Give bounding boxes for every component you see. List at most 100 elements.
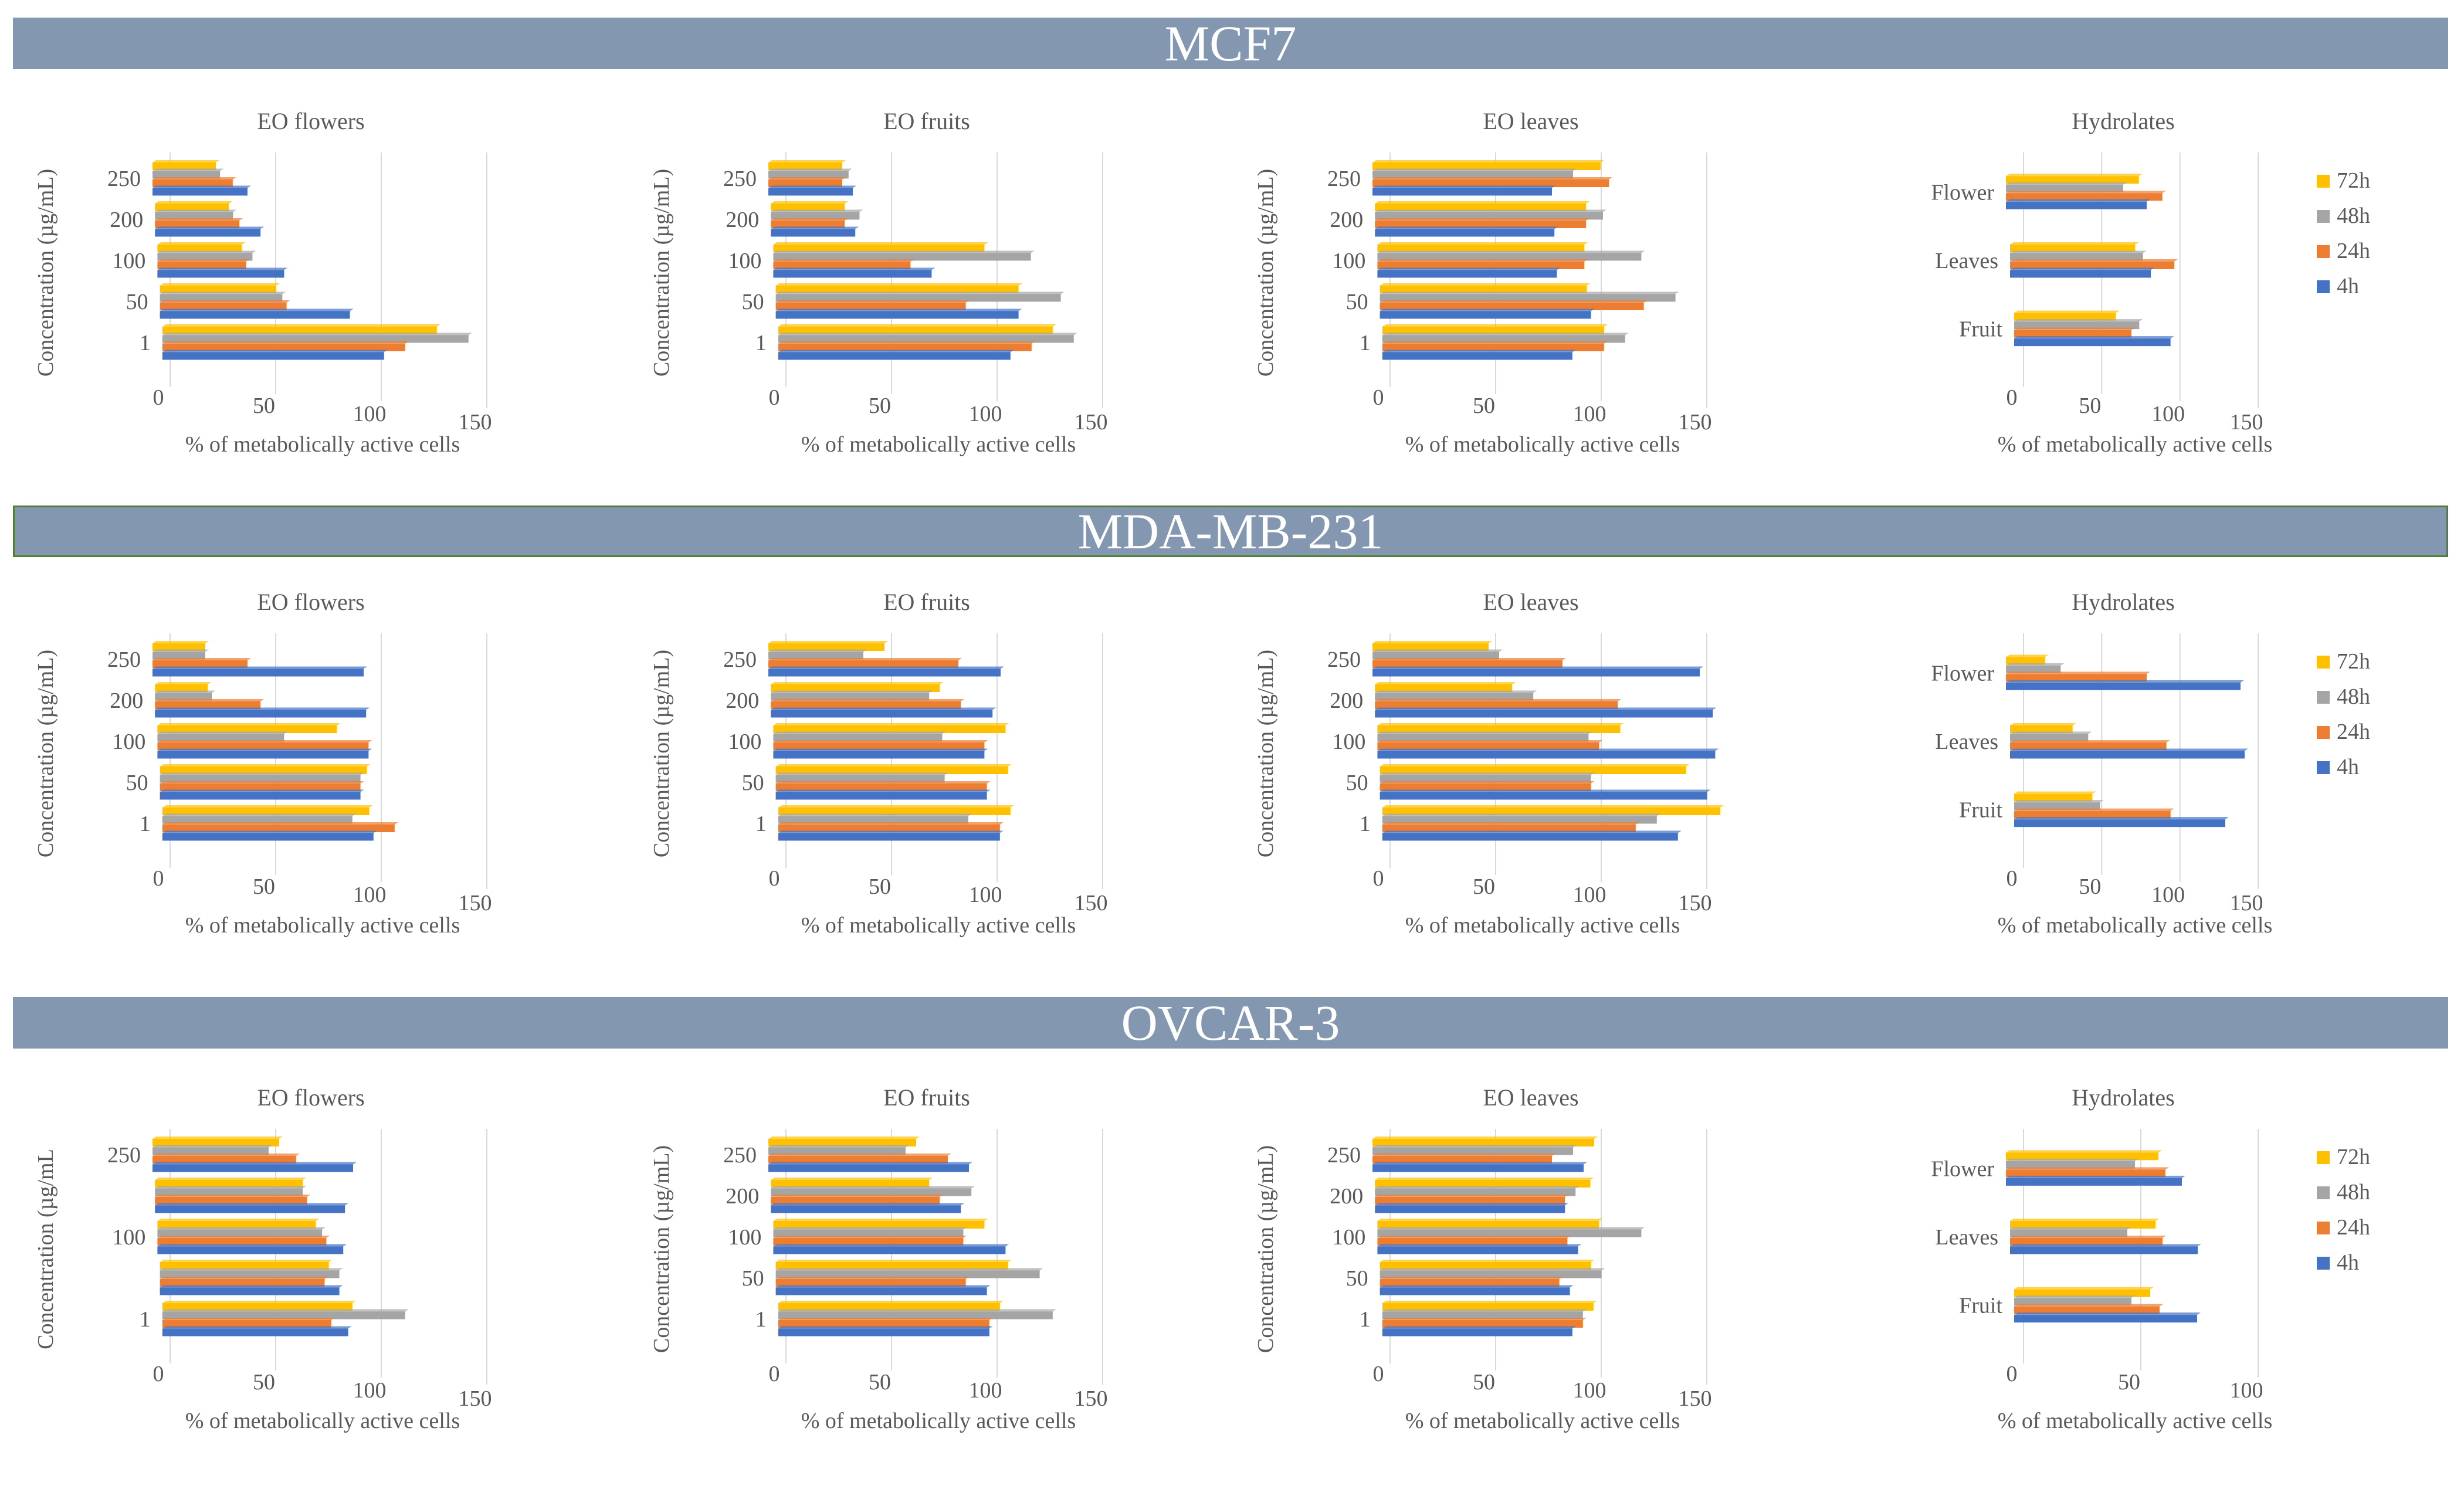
bar-24h-50 [1380,1279,1560,1287]
x-tick-label: 50 [1473,393,1495,418]
bar-72h-250 [1372,1139,1594,1146]
bar-top-face [1380,772,1595,775]
bar-top-face [771,201,849,203]
bar-48h-1 [1382,1311,1583,1319]
chart-ovcar-3-hydrolates: Hydrolates Flower Leaves Fruit 0 50 100 % of me… [1830,1064,2416,1487]
x-tick-label: 100 [1573,1378,1606,1403]
category-tick-label: 250 [1327,167,1361,191]
legend-swatch-24h [2317,1222,2330,1234]
bar-top-face [152,649,209,652]
bar-4h-1 [778,1328,989,1336]
bar-top-face [1372,160,1604,162]
bar-top-face [1380,789,1711,792]
x-axis-label: % of metabolically active cells [801,1409,1076,1433]
bar-4h-1 [1382,833,1678,841]
bar-top-face [1382,333,1629,335]
bar-top-face [1382,1309,1587,1312]
bar-4h-1 [1382,352,1572,360]
bar-top-face [771,1186,975,1189]
bar-48h-1 [162,816,353,824]
bar-top-face [1380,1260,1595,1262]
legend-label-72h: 72h [2337,1145,2370,1169]
bar-top-face [775,764,1012,766]
bar-4h-100 [157,751,369,759]
bar-top-face [1380,764,1690,766]
bar-top-face [771,1178,933,1180]
chart-svg: EO flowers 250 200 100 50 1 0 50 100 150% of meta… [33,108,492,457]
legend-label-24h: 24h [2337,1215,2370,1240]
category-tick-label: Fruit [1959,1294,2002,1318]
bar-top-face [1375,1203,1569,1206]
bar-4h-200 [771,710,993,718]
bar-top-face [2014,310,2120,313]
x-axis-label: % of metabolically active cells [1998,432,2272,457]
bar-top-face [160,291,286,294]
bar-24h-250 [1372,660,1563,668]
bar-24h-200 [1375,701,1618,709]
bar-4h-250 [152,1164,353,1172]
legend-swatch-4h [2317,280,2330,293]
category-tick-label: 200 [1330,1184,1363,1209]
legend-label-4h: 4h [2337,274,2359,298]
bar-4h-flower [2006,201,2147,209]
bar-top-face [1372,1145,1577,1148]
bar-4h-100 [773,270,932,278]
bar-top-face [2010,1219,2159,1221]
x-tick-label: 0 [1373,866,1384,891]
bar-top-face [162,1326,352,1329]
bar-48h-50 [775,775,945,783]
bar-top-face [2006,1158,2138,1161]
bar-48h-200 [1375,212,1603,220]
legend-swatch-24h [2317,245,2330,258]
bar-top-face [1375,1178,1594,1180]
category-tick-label: 50 [742,1266,764,1291]
bar-48h-50 [775,1270,1040,1278]
chart-ovcar-3-eo-flowers: EO flowers 250 100 1 0 50 100 150% of metabolic… [12,1064,598,1487]
bar-top-face [1382,1301,1597,1303]
bar-top-face [773,242,988,245]
bar-top-face [775,1268,1043,1271]
bar-48h-200 [771,212,860,220]
bar-top-face [768,658,962,660]
legend-swatch-4h [2317,1257,2330,1270]
bar-top-face [157,1219,320,1221]
bar-72h-flower [2006,1152,2158,1161]
bar-top-face [155,682,212,684]
bar-48h-200 [771,693,930,701]
bar-24h-cat1 [155,1197,307,1205]
bar-top-face [1377,1244,1582,1247]
bar-top-face [1372,168,1577,171]
bar-48h-cat3 [160,1270,340,1278]
bar-48h-250 [768,1147,906,1155]
bar-top-face [2010,723,2076,725]
bar-top-face [773,250,1035,253]
chart-title: EO leaves [1483,589,1578,615]
category-tick-label: 1 [755,331,767,355]
bar-48h-1 [162,335,469,343]
bar-top-face [2014,1304,2163,1307]
bar-top-face [155,707,370,710]
bar-24h-leaves [2010,262,2174,269]
bar-24h-250 [152,660,248,668]
bar-72h-fruit [2014,793,2093,802]
bar-top-face [778,1301,1004,1303]
bar-48h-100 [157,734,284,742]
bar-top-face [152,1145,272,1148]
legend-label-48h: 48h [2337,1180,2370,1205]
category-tick-label: 100 [728,730,761,754]
bar-top-face [1382,1326,1576,1329]
bar-top-face [152,658,251,660]
bar-24h-leaves [2010,742,2167,750]
bar-72h-1 [778,327,1053,334]
x-tick-label: 150 [459,891,492,915]
bar-top-face [1375,1195,1569,1197]
bar-top-face [162,350,388,352]
bar-24h-50 [160,303,287,310]
bar-24h-leaves [2010,1238,2163,1246]
bar-72h-250 [768,162,842,170]
bar-top-face [775,772,948,775]
category-tick-label: Flower [1931,180,1994,205]
category-tick-label: 100 [112,249,145,273]
bar-4h-100 [773,751,985,759]
bar-24h-250 [768,660,958,668]
